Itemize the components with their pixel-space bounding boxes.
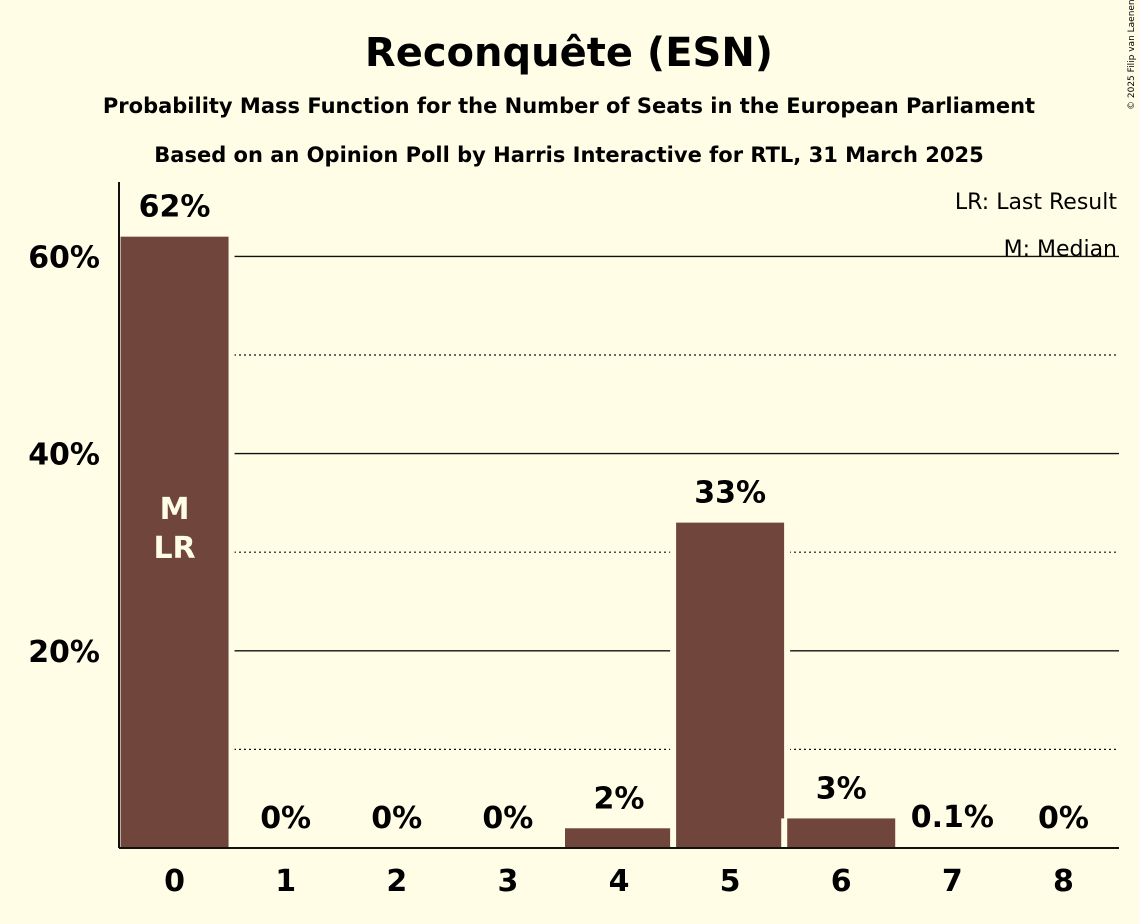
bar xyxy=(787,818,896,848)
x-tick-label: 5 xyxy=(720,864,741,899)
x-tick-label: 1 xyxy=(275,864,296,899)
median-marker: M xyxy=(160,492,190,527)
bar xyxy=(676,522,785,848)
value-label: 33% xyxy=(694,476,766,511)
x-tick-label: 4 xyxy=(609,864,630,899)
chart-subtitle: Probability Mass Function for the Number… xyxy=(103,94,1035,118)
y-axis-ticks: 20% 40% 60% xyxy=(28,240,100,669)
value-label: 0% xyxy=(1038,801,1089,836)
gridlines xyxy=(119,255,1119,751)
x-tick-label: 0 xyxy=(164,864,185,899)
copyright-text: © 2025 Filip van Laenen xyxy=(1127,0,1137,110)
y-tick-label: 20% xyxy=(28,635,100,670)
chart-title: Reconquête (ESN) xyxy=(365,30,773,76)
legend-last-result: LR: Last Result xyxy=(955,190,1117,215)
legend-median: M: Median xyxy=(1004,237,1117,262)
value-label: 2% xyxy=(594,781,645,816)
last-result-marker: LR xyxy=(153,531,195,566)
bar xyxy=(565,828,673,848)
value-label: 0% xyxy=(260,801,311,836)
value-labels: 62% 0% 0% 0% 2% 33% 3% 0.1% 0% M LR xyxy=(139,190,1089,836)
x-tick-label: 3 xyxy=(497,864,518,899)
x-tick-label: 6 xyxy=(831,864,852,899)
x-tick-label: 7 xyxy=(942,864,963,899)
value-label: 0% xyxy=(482,801,533,836)
x-tick-label: 2 xyxy=(386,864,407,899)
x-axis-ticks: 0 1 2 3 4 5 6 7 8 xyxy=(164,864,1074,899)
value-label: 3% xyxy=(816,771,867,806)
y-tick-label: 60% xyxy=(28,240,100,275)
bar xyxy=(120,236,229,848)
bars xyxy=(114,236,1013,848)
value-label: 62% xyxy=(139,190,211,225)
chart-source: Based on an Opinion Poll by Harris Inter… xyxy=(154,143,983,167)
value-label: 0.1% xyxy=(911,800,994,835)
y-tick-label: 40% xyxy=(28,438,100,473)
x-tick-label: 8 xyxy=(1053,864,1074,899)
value-label: 0% xyxy=(371,801,422,836)
